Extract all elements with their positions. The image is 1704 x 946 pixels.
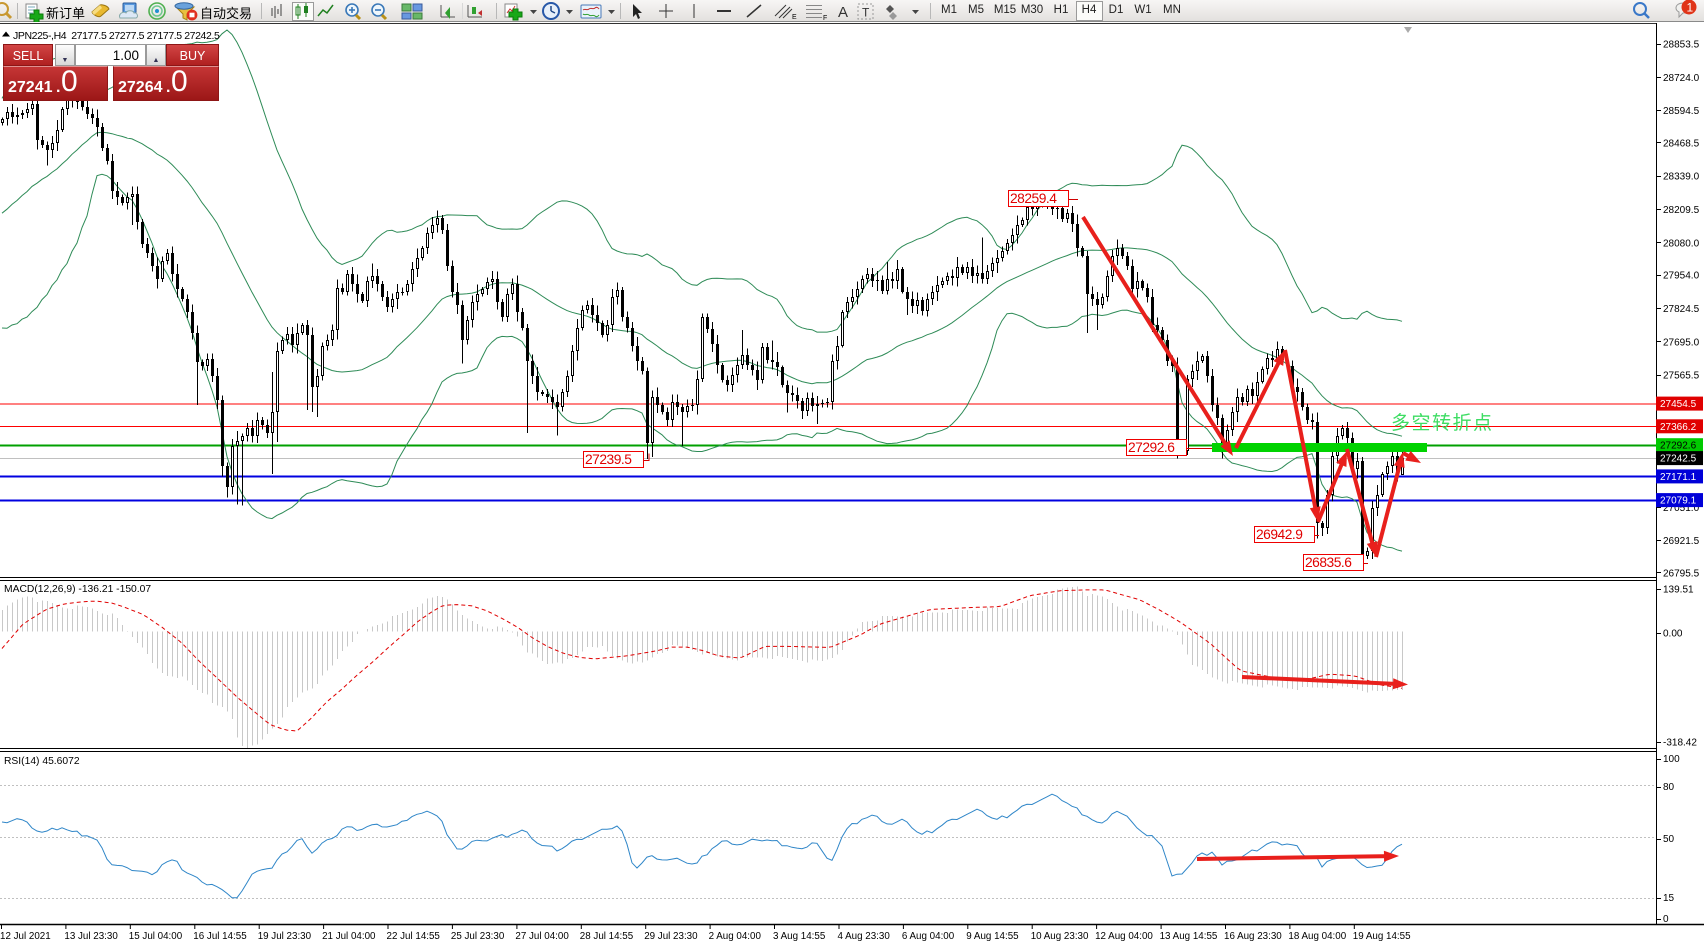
svg-text:15 Jul 04:00: 15 Jul 04:00 <box>129 931 183 942</box>
svg-text:A: A <box>838 4 848 21</box>
svg-text:29 Jul 23:30: 29 Jul 23:30 <box>644 931 698 942</box>
svg-text:16 Aug 23:30: 16 Aug 23:30 <box>1224 931 1282 942</box>
svg-text:28080.0: 28080.0 <box>1663 238 1700 249</box>
svg-text:28853.5: 28853.5 <box>1663 40 1700 51</box>
svg-text:100: 100 <box>1663 754 1680 765</box>
svg-text:26795.5: 26795.5 <box>1663 569 1700 580</box>
svg-text:26835.6: 26835.6 <box>1305 555 1352 570</box>
svg-text:15: 15 <box>1663 893 1675 904</box>
svg-text:0.00: 0.00 <box>1663 629 1683 640</box>
svg-text:27292.6: 27292.6 <box>1660 441 1697 452</box>
svg-text:2 Aug 04:00: 2 Aug 04:00 <box>709 931 762 942</box>
svg-text:27242.5: 27242.5 <box>1660 454 1697 465</box>
svg-text:19 Jul 23:30: 19 Jul 23:30 <box>258 931 312 942</box>
svg-text:多空转折点: 多空转折点 <box>1391 412 1494 434</box>
svg-text:28209.5: 28209.5 <box>1663 205 1700 216</box>
svg-text:80: 80 <box>1663 782 1675 793</box>
svg-text:28594.5: 28594.5 <box>1663 106 1700 117</box>
svg-text:JPN225-,H4 27177.5 27277.5 27: JPN225-,H4 27177.5 27277.5 27177.5 27242… <box>13 30 220 42</box>
svg-text:13 Aug 14:55: 13 Aug 14:55 <box>1160 931 1218 942</box>
svg-text:27051.0: 27051.0 <box>1663 503 1700 514</box>
svg-text:21 Jul 04:00: 21 Jul 04:00 <box>322 931 376 942</box>
svg-text:RSI(14) 45.6072: RSI(14) 45.6072 <box>4 756 80 767</box>
svg-text:28339.0: 28339.0 <box>1663 172 1700 183</box>
svg-text:E: E <box>792 14 797 21</box>
svg-text:28724.0: 28724.0 <box>1663 73 1700 84</box>
svg-text:27824.5: 27824.5 <box>1663 304 1700 315</box>
svg-text:3 Aug 14:55: 3 Aug 14:55 <box>773 931 826 942</box>
svg-text:F: F <box>823 15 827 22</box>
svg-text:27454.5: 27454.5 <box>1660 399 1697 410</box>
svg-text:18 Aug 04:00: 18 Aug 04:00 <box>1288 931 1346 942</box>
svg-text:28 Jul 14:55: 28 Jul 14:55 <box>580 931 634 942</box>
svg-text:26942.9: 26942.9 <box>1256 527 1303 542</box>
svg-text:12 Jul 2021: 12 Jul 2021 <box>0 931 51 942</box>
svg-text:26921.5: 26921.5 <box>1663 536 1700 547</box>
svg-text:28468.5: 28468.5 <box>1663 139 1700 150</box>
svg-text:0: 0 <box>1663 914 1669 925</box>
svg-text:25 Jul 23:30: 25 Jul 23:30 <box>451 931 505 942</box>
svg-text:9 Aug 14:55: 9 Aug 14:55 <box>966 931 1019 942</box>
svg-text:6 Aug 04:00: 6 Aug 04:00 <box>902 931 955 942</box>
svg-text:-318.42: -318.42 <box>1663 738 1697 749</box>
svg-text:27171.1: 27171.1 <box>1660 472 1697 483</box>
svg-text:22 Jul 14:55: 22 Jul 14:55 <box>387 931 441 942</box>
svg-text:27292.6: 27292.6 <box>1128 440 1175 455</box>
svg-text:27565.5: 27565.5 <box>1663 371 1700 382</box>
svg-text:13 Jul 23:30: 13 Jul 23:30 <box>64 931 118 942</box>
svg-text:50: 50 <box>1663 834 1675 845</box>
svg-text:MACD(12,26,9) -136.21 -150.07: MACD(12,26,9) -136.21 -150.07 <box>4 584 151 595</box>
svg-text:T: T <box>862 6 870 20</box>
svg-text:16 Jul 14:55: 16 Jul 14:55 <box>193 931 247 942</box>
svg-text:139.51: 139.51 <box>1663 585 1694 596</box>
svg-text:19 Aug 14:55: 19 Aug 14:55 <box>1353 931 1411 942</box>
svg-text:27366.2: 27366.2 <box>1660 422 1697 433</box>
svg-text:4 Aug 23:30: 4 Aug 23:30 <box>838 931 891 942</box>
svg-text:28259.4: 28259.4 <box>1010 191 1057 206</box>
svg-text:1: 1 <box>1687 1 1694 15</box>
svg-text:27695.0: 27695.0 <box>1663 337 1700 348</box>
svg-text:27239.5: 27239.5 <box>585 452 632 467</box>
svg-text:10 Aug 23:30: 10 Aug 23:30 <box>1031 931 1089 942</box>
svg-text:12 Aug 04:00: 12 Aug 04:00 <box>1095 931 1153 942</box>
svg-text:27079.1: 27079.1 <box>1660 496 1697 507</box>
svg-text:27 Jul 04:00: 27 Jul 04:00 <box>515 931 569 942</box>
svg-text:27954.0: 27954.0 <box>1663 271 1700 282</box>
